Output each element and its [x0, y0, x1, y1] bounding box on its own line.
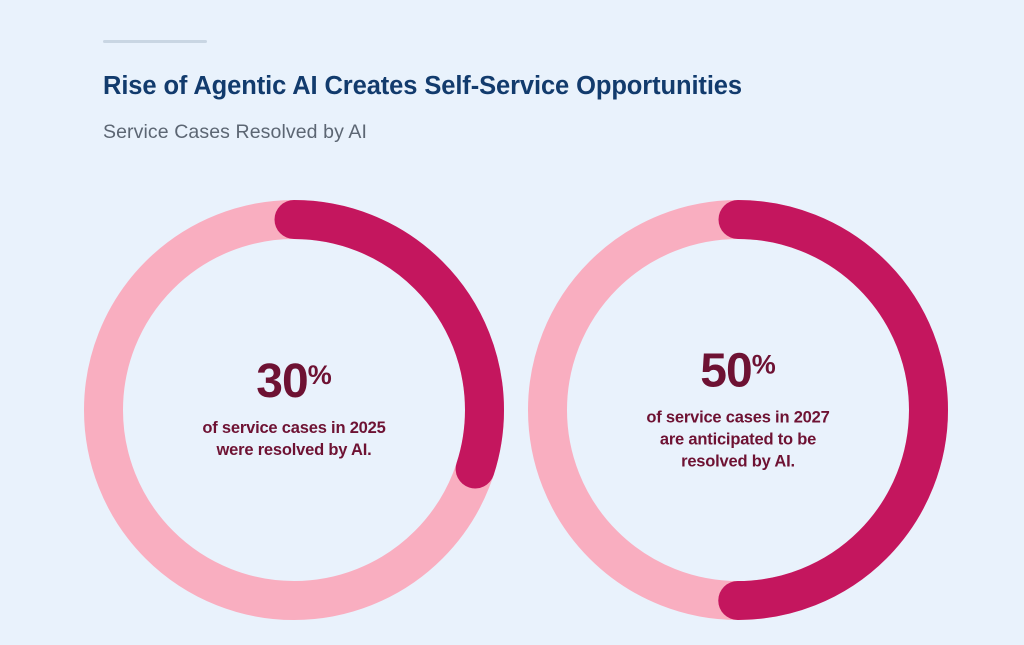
page-subtitle: Service Cases Resolved by AI	[103, 121, 368, 144]
donut-arc-2025	[84, 200, 504, 620]
header-divider-rule	[103, 40, 207, 43]
header: Rise of Agentic AI Creates Self-Service …	[103, 40, 963, 143]
donut-svg-2027	[528, 200, 948, 620]
donut-chart-group: 30% of service cases in 2025 were resolv…	[0, 200, 1024, 630]
donut-svg-2025	[84, 200, 504, 620]
donut-chart-2025: 30% of service cases in 2025 were resolv…	[84, 200, 504, 620]
page-title: Rise of Agentic AI Creates Self-Service …	[103, 72, 742, 100]
donut-chart-2027: 50% of service cases in 2027 are anticip…	[528, 200, 948, 620]
donut-arc-2027	[528, 200, 948, 620]
